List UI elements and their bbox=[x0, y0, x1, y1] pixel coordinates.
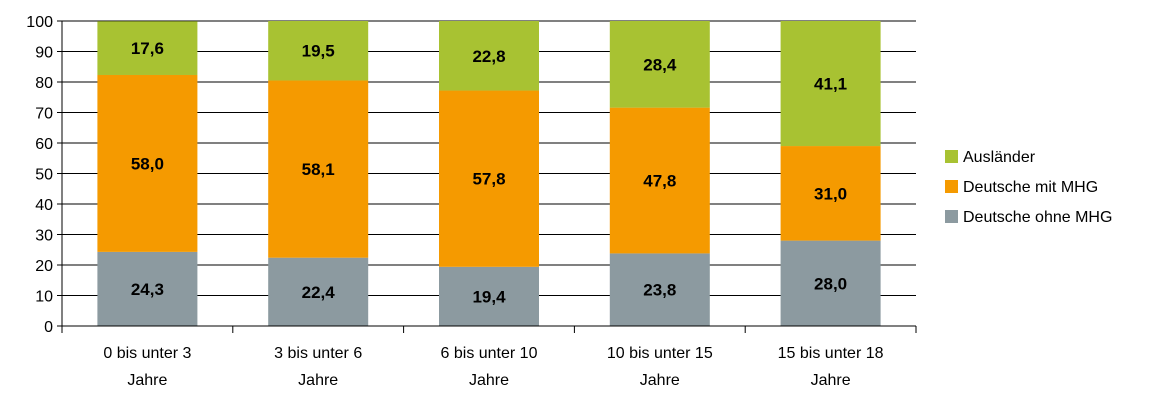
bar-segment bbox=[780, 240, 881, 326]
y-tick-label: 20 bbox=[35, 258, 53, 275]
y-tick-label: 30 bbox=[35, 228, 53, 245]
y-tick-label: 90 bbox=[35, 45, 53, 62]
x-category-label: Jahre bbox=[811, 372, 851, 389]
y-tick-label: 40 bbox=[35, 197, 53, 214]
y-tick-label: 100 bbox=[26, 14, 53, 31]
x-category-label: Jahre bbox=[469, 372, 509, 389]
bars: 24,3 58,0 17,6 22,4 58,1 19,5 19,4 57,8 22,8 23,8… bbox=[97, 21, 881, 326]
bar-segment bbox=[439, 266, 539, 326]
y-tick-label: 10 bbox=[35, 289, 53, 306]
legend: Ausländer Deutsche mit MHG Deutsche ohne M… bbox=[945, 149, 1112, 226]
y-tick-label: 80 bbox=[35, 75, 53, 92]
bar-segment bbox=[97, 21, 198, 75]
legend-label: Ausländer bbox=[963, 149, 1036, 166]
bar-segment bbox=[609, 107, 710, 254]
legend-label: Deutsche ohne MHG bbox=[963, 209, 1112, 226]
y-tick-label: 0 bbox=[44, 319, 53, 336]
x-category-label: 10 bis unter 15 bbox=[607, 345, 713, 362]
data-label: 22,4 bbox=[302, 283, 336, 302]
data-label: 28,0 bbox=[814, 274, 847, 293]
legend-swatch bbox=[945, 180, 958, 193]
data-label: 19,5 bbox=[302, 42, 335, 61]
y-tick-label: 50 bbox=[35, 167, 53, 184]
legend-label: Deutsche mit MHG bbox=[963, 179, 1098, 196]
bar-segment bbox=[268, 21, 369, 81]
bar-segment bbox=[439, 90, 539, 267]
y-axis-ticks: 0 10 20 30 40 50 60 70 80 90 100 bbox=[26, 14, 62, 336]
y-tick-label: 60 bbox=[35, 136, 53, 153]
x-category-label: 0 bis unter 3 bbox=[103, 345, 191, 362]
data-label: 24,3 bbox=[131, 280, 164, 299]
bar-segment bbox=[780, 146, 881, 241]
data-label: 28,4 bbox=[643, 55, 677, 74]
bar-segment bbox=[97, 74, 198, 252]
data-label: 58,0 bbox=[131, 154, 164, 173]
legend-swatch bbox=[945, 210, 958, 223]
data-label: 17,6 bbox=[131, 39, 164, 58]
data-label: 57,8 bbox=[472, 170, 505, 189]
bar-segment bbox=[780, 21, 881, 147]
data-label: 23,8 bbox=[643, 281, 676, 300]
data-label: 41,1 bbox=[814, 75, 847, 94]
x-category-label: Jahre bbox=[127, 372, 167, 389]
x-category-label: Jahre bbox=[640, 372, 680, 389]
data-label: 19,4 bbox=[472, 287, 506, 306]
bar-segment bbox=[609, 253, 710, 326]
x-category-label: 15 bis unter 18 bbox=[778, 345, 884, 362]
bar-segment bbox=[609, 21, 710, 108]
data-label: 22,8 bbox=[472, 47, 505, 66]
y-tick-label: 70 bbox=[35, 106, 53, 123]
bar-segment bbox=[268, 80, 369, 258]
data-label: 58,1 bbox=[302, 160, 335, 179]
bar-segment bbox=[439, 21, 539, 91]
x-category-label: 6 bis unter 10 bbox=[441, 345, 538, 362]
legend-swatch bbox=[945, 150, 958, 163]
x-category-label: 3 bis unter 6 bbox=[274, 345, 362, 362]
x-category-label: Jahre bbox=[298, 372, 338, 389]
data-label: 31,0 bbox=[814, 184, 847, 203]
bar-segment bbox=[268, 257, 369, 326]
x-axis-categories: 0 bis unter 3 Jahre 3 bis unter 6 Jahre 6 bi… bbox=[103, 345, 883, 389]
data-label: 47,8 bbox=[643, 172, 676, 191]
bar-segment bbox=[97, 251, 198, 326]
